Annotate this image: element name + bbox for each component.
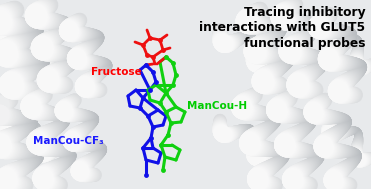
Text: Fructose: Fructose [91,67,142,77]
Text: ManCou-H: ManCou-H [187,101,247,111]
Text: ManCou-CF₃: ManCou-CF₃ [33,136,104,146]
Text: Tracing inhibitory
interactions with GLUT5
functional probes: Tracing inhibitory interactions with GLU… [199,6,365,50]
